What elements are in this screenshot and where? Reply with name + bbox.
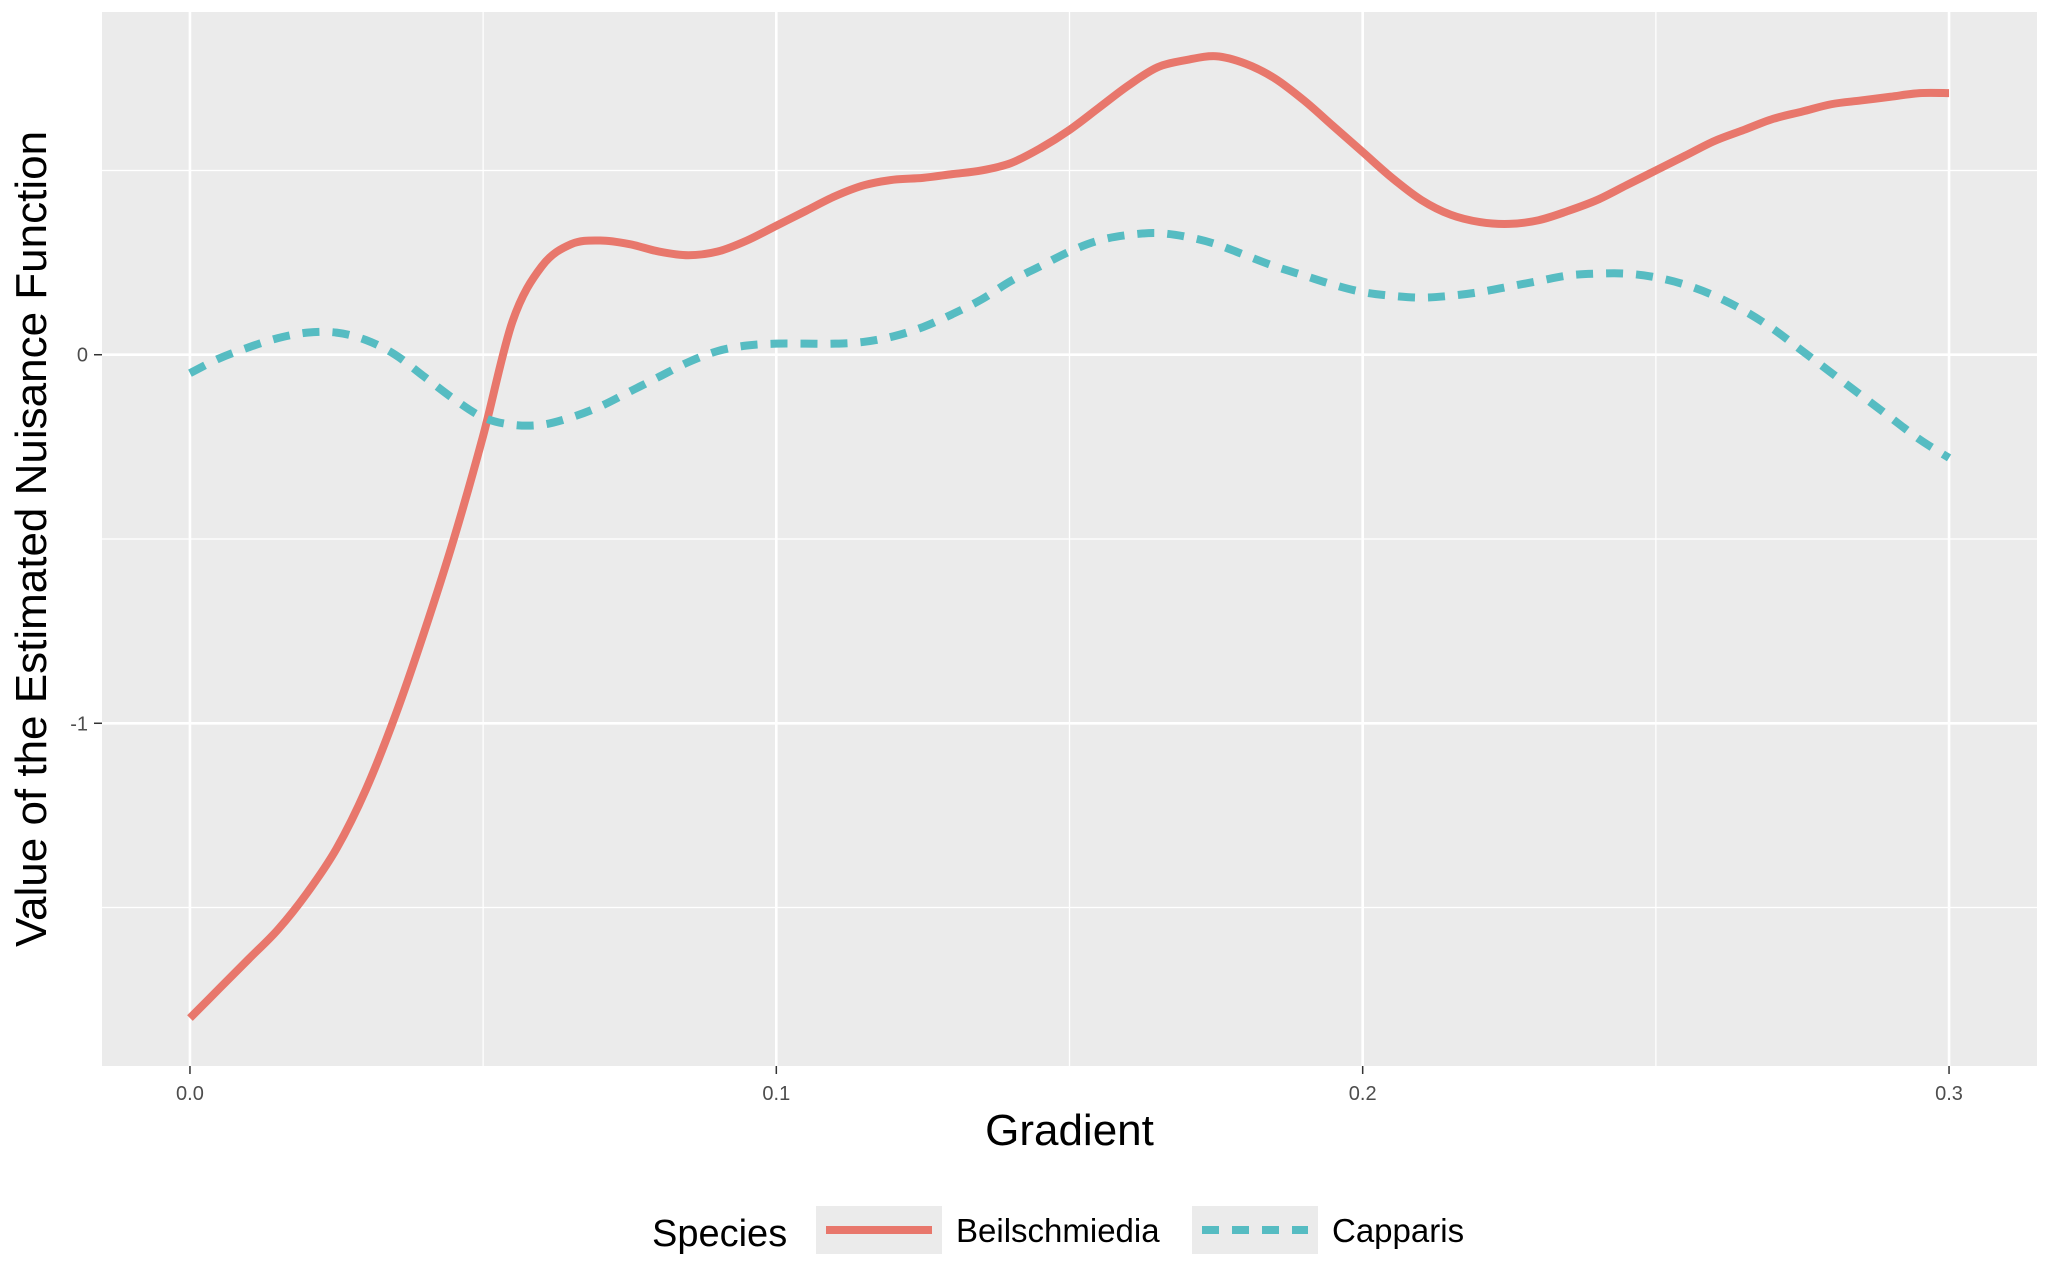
x-tick-label: 0.1 [762,1083,790,1105]
legend: Species Beilschmiedia Capparis [652,1206,1464,1255]
y-tick-label: -1 [70,713,88,735]
y-axis-ticks: -1 0 [70,345,102,735]
x-tick-label: 0.3 [1935,1083,1963,1105]
x-axis-ticks: 0.0 0.1 0.2 0.3 [176,1066,1963,1105]
y-axis-title: Value of the Estimated Nuisance Function [7,131,56,947]
x-axis-title: Gradient [985,1106,1154,1155]
legend-title: Species [652,1213,787,1255]
series-line-beilschmiedia [187,52,1950,1021]
y-tick-label: 0 [77,345,88,367]
series-lines [187,52,1952,1021]
legend-label-beilschmiedia: Beilschmiedia [956,1212,1160,1249]
legend-label-capparis: Capparis [1332,1212,1464,1249]
major-gridlines [102,12,2037,1066]
minor-gridlines [102,12,2037,1066]
x-tick-label: 0.0 [176,1083,204,1105]
x-tick-label: 0.2 [1349,1083,1377,1105]
